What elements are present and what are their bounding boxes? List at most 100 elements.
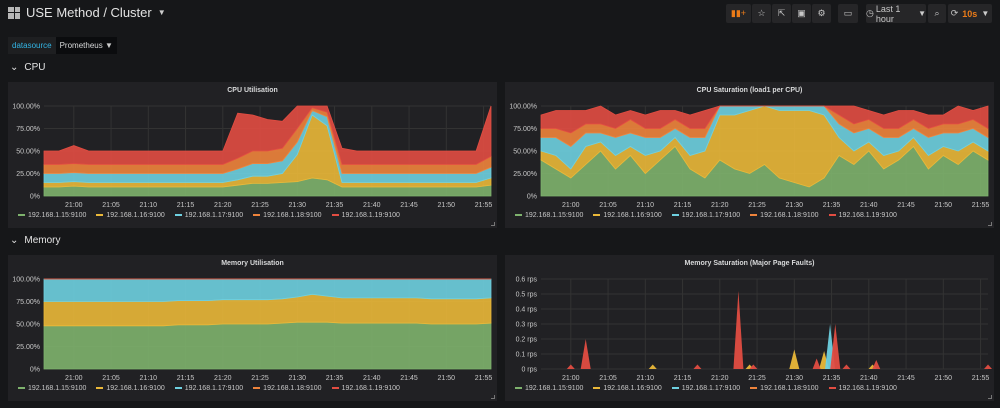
dashboard-title[interactable]: USE Method / Cluster ▼: [8, 5, 166, 20]
series-spike: [872, 360, 881, 369]
x-tick-label: 21:05: [102, 202, 120, 209]
legend-item[interactable]: 192.168.1.18:9100: [253, 385, 322, 392]
panel-title[interactable]: Memory Saturation (Major Page Faults): [684, 260, 815, 267]
y-tick-label: 25.00%: [513, 171, 537, 178]
legend-swatch: [253, 387, 261, 390]
series-spike: [984, 364, 992, 369]
legend-label: 192.168.1.18:9100: [263, 212, 322, 219]
legend-item[interactable]: 192.168.1.17:9100: [671, 385, 741, 392]
panel-title[interactable]: CPU Utilisation: [227, 87, 278, 94]
x-tick-label: 21:00: [65, 375, 83, 382]
x-tick-label: 21:55: [972, 375, 990, 382]
y-tick-label: 100.00%: [12, 104, 40, 111]
datasource-select[interactable]: Prometheus ▼: [55, 37, 117, 54]
resize-handle[interactable]: [988, 222, 992, 226]
legend-swatch: [96, 214, 104, 217]
chart[interactable]: 0% 25.00% 50.00% 75.00% 100.00% 21:00 21:05 21:…: [8, 82, 497, 228]
legend-item[interactable]: 192.168.1.15:9100: [18, 385, 86, 392]
legend-item[interactable]: 192.168.1.19:9100: [828, 385, 897, 392]
share-button[interactable]: ⇱: [772, 4, 791, 23]
x-tick-label: 21:45: [897, 375, 915, 382]
x-tick-label: 21:30: [289, 202, 307, 209]
legend-swatch: [828, 387, 836, 390]
legend-label: 192.168.1.17:9100: [681, 385, 741, 392]
legend-item[interactable]: 192.168.1.16:9100: [96, 212, 165, 219]
x-tick-label: 21:20: [711, 202, 729, 209]
legend: 192.168.1.15:9100 192.168.1.16:9100 192.16…: [515, 212, 897, 219]
panel-title[interactable]: Memory Utilisation: [221, 260, 284, 267]
chart[interactable]: 0% 25.00% 50.00% 75.00% 100.00% 21:00 21:05 21:…: [505, 82, 994, 228]
chevron-down-icon: ▼: [981, 9, 990, 18]
x-tick-label: 21:10: [140, 202, 158, 209]
x-tick-label: 21:20: [214, 375, 232, 382]
row-title: CPU: [24, 62, 46, 73]
zoom-out-button[interactable]: ⌕: [928, 4, 946, 23]
legend-item[interactable]: 192.168.1.18:9100: [750, 212, 819, 219]
refresh-interval: 10s: [962, 8, 978, 19]
y-tick-label: 0.1 rps: [516, 352, 538, 359]
legend-item[interactable]: 192.168.1.19:9100: [331, 385, 400, 392]
legend-swatch: [515, 214, 522, 217]
x-tick-label: 21:55: [475, 202, 493, 209]
legend-item[interactable]: 192.168.1.15:9100: [515, 212, 583, 219]
x-tick-label: 21:05: [102, 375, 120, 382]
tv-mode-button[interactable]: ▭: [838, 4, 858, 23]
legend-item[interactable]: 192.168.1.15:9100: [18, 212, 86, 219]
y-tick-label: 0.5 rps: [516, 292, 538, 299]
legend-item[interactable]: 192.168.1.17:9100: [174, 212, 243, 219]
legend-item[interactable]: 192.168.1.15:9100: [515, 385, 583, 392]
y-tick-label: 75.00%: [16, 126, 40, 133]
series-spike: [566, 364, 575, 369]
legend-item[interactable]: 192.168.1.16:9100: [593, 385, 662, 392]
x-tick-label: 21:25: [748, 202, 766, 209]
legend-label: 192.168.1.15:9100: [525, 385, 584, 392]
settings-button[interactable]: ⚙: [812, 4, 831, 23]
legend-item[interactable]: 192.168.1.16:9100: [96, 385, 165, 392]
x-tick-label: 21:20: [711, 375, 729, 382]
legend-item[interactable]: 192.168.1.18:9100: [750, 385, 819, 392]
refresh-picker[interactable]: ⟳ 10s ▼: [948, 4, 992, 23]
legend-item[interactable]: 192.168.1.17:9100: [671, 212, 740, 219]
resize-handle[interactable]: [491, 222, 495, 226]
series-spike: [648, 364, 657, 369]
legend: 192.168.1.15:9100 192.168.1.16:9100 192.16…: [515, 385, 897, 392]
resize-handle[interactable]: [988, 395, 992, 399]
panel-memory-utilisation: Memory Utilisation 0% 25.00% 50.00% 75.00% 10…: [8, 255, 497, 401]
legend-label: 192.168.1.18:9100: [760, 385, 819, 392]
resize-handle[interactable]: [491, 395, 495, 399]
series-spike: [733, 291, 744, 369]
x-tick-label: 21:00: [65, 202, 83, 209]
legend-item[interactable]: 192.168.1.18:9100: [253, 212, 322, 219]
panel-memory-saturation: Memory Saturation (Major Page Faults) 0 r…: [505, 255, 994, 401]
x-tick-label: 21:15: [674, 375, 692, 382]
legend-label: 192.168.1.15:9100: [525, 212, 584, 219]
legend-item[interactable]: 192.168.1.19:9100: [331, 212, 400, 219]
legend-item[interactable]: 192.168.1.17:9100: [174, 385, 243, 392]
chart[interactable]: 0 rps 0.1 rps 0.2 rps 0.3 rps 0.4 rps 0.5 rps…: [505, 255, 994, 401]
settings-icon: ⚙: [817, 8, 826, 18]
legend-item[interactable]: 192.168.1.16:9100: [593, 212, 662, 219]
add-panel-button[interactable]: ▮▮+: [726, 4, 751, 23]
y-tick-label: 100.00%: [12, 277, 40, 284]
series-spike: [812, 358, 821, 369]
x-tick-label: 21:00: [562, 202, 580, 209]
legend-swatch: [828, 214, 836, 217]
time-range-picker[interactable]: ◷ Last 1 hour ▼: [866, 4, 926, 24]
legend-item[interactable]: 192.168.1.19:9100: [828, 212, 897, 219]
row-memory[interactable]: ⌄ Memory: [10, 235, 61, 246]
x-tick-label: 21:20: [214, 202, 232, 209]
datasource-variable: datasource Prometheus ▼: [8, 37, 117, 54]
star-button[interactable]: ☆: [752, 4, 771, 23]
x-tick-label: 21:35: [823, 202, 841, 209]
chart[interactable]: 0% 25.00% 50.00% 75.00% 100.00% 21:00 21:05 21:…: [8, 255, 497, 401]
legend-swatch: [174, 387, 182, 390]
legend-swatch: [331, 214, 339, 217]
row-cpu[interactable]: ⌄ CPU: [10, 62, 46, 73]
x-tick-label: 21:25: [251, 375, 269, 382]
panel-title[interactable]: CPU Saturation (load1 per CPU): [696, 87, 803, 94]
x-tick-label: 21:05: [599, 202, 617, 209]
save-button[interactable]: ▣: [792, 4, 811, 23]
x-tick-label: 21:35: [823, 375, 841, 382]
x-tick-label: 21:50: [935, 375, 953, 382]
dashboard-grid-icon: [8, 6, 20, 19]
